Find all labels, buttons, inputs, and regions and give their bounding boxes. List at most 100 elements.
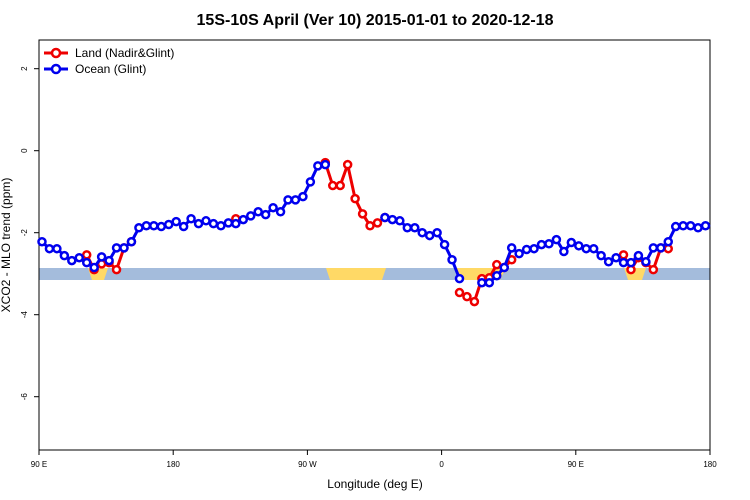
land-band	[326, 268, 386, 280]
data-point	[432, 227, 442, 238]
data-point	[149, 220, 159, 231]
data-point	[484, 277, 495, 288]
data-point	[52, 243, 62, 254]
data-point	[178, 221, 189, 232]
data-point	[350, 193, 360, 204]
data-point	[365, 220, 375, 231]
data-point	[439, 239, 450, 250]
y-axis-label: XCO2 - MLO trend (ppm)	[0, 178, 13, 313]
data-point	[685, 220, 696, 231]
data-point	[447, 255, 457, 265]
data-point	[469, 296, 480, 307]
data-point	[163, 219, 174, 230]
data-point	[417, 227, 427, 238]
data-point	[551, 234, 562, 245]
land-mask	[39, 268, 710, 280]
data-point	[320, 159, 331, 170]
data-point	[648, 243, 659, 253]
data-point	[574, 241, 584, 251]
data-point	[74, 252, 85, 263]
data-point	[327, 180, 338, 191]
data-point	[96, 252, 107, 262]
data-point	[596, 250, 606, 261]
data-point	[283, 195, 293, 205]
data-point	[506, 243, 517, 253]
data-point	[186, 214, 196, 224]
data-point	[656, 243, 666, 253]
data-point	[678, 220, 688, 231]
data-point	[342, 159, 353, 170]
x-tick-label: 180	[167, 460, 181, 469]
data-point	[44, 243, 55, 254]
data-point	[693, 223, 703, 233]
data-point	[81, 250, 92, 260]
data-point	[290, 195, 301, 205]
data-point	[81, 257, 92, 268]
data-point	[603, 257, 614, 267]
data-point	[477, 277, 487, 288]
data-point	[663, 236, 673, 247]
data-point	[193, 218, 204, 229]
data-point	[454, 273, 465, 284]
data-point	[171, 216, 181, 227]
plot-frame	[38, 39, 711, 451]
data-point	[424, 230, 435, 241]
data-point	[231, 218, 241, 229]
data-point	[588, 243, 599, 254]
data-point	[372, 218, 383, 228]
data-point	[648, 264, 659, 275]
data-point	[544, 239, 554, 249]
data-point	[238, 214, 249, 225]
data-point	[633, 250, 644, 261]
data-point	[208, 218, 219, 229]
data-point	[111, 243, 122, 253]
data-point	[245, 211, 256, 221]
data-point	[611, 252, 621, 263]
y-tick-label: 0	[20, 148, 29, 153]
data-point	[521, 244, 532, 255]
data-point	[380, 212, 390, 223]
data-point	[559, 246, 569, 257]
x-tick-label: 90 E	[568, 460, 584, 469]
data-point	[670, 221, 681, 232]
data-point	[298, 191, 308, 202]
data-point	[119, 243, 129, 253]
data-point	[141, 220, 152, 231]
data-point	[313, 161, 323, 171]
data-point	[581, 243, 591, 254]
data-point	[514, 248, 524, 259]
x-axis-label: Longitude (deg E)	[327, 477, 422, 491]
data-point	[104, 255, 114, 266]
series-line	[85, 159, 669, 304]
legend-marker	[50, 63, 62, 75]
data-point	[335, 180, 345, 191]
data-point	[492, 271, 502, 281]
data-point	[126, 236, 137, 247]
data-point	[402, 223, 413, 233]
data-point	[260, 209, 271, 220]
x-tick-label: 0	[439, 460, 444, 469]
data-point	[499, 262, 509, 273]
legend-marker	[50, 47, 62, 59]
data-point	[462, 291, 472, 302]
data-point	[395, 216, 405, 226]
x-tick-label: 90 W	[298, 460, 317, 469]
data-point	[410, 223, 420, 233]
y-tick-label: -6	[20, 393, 29, 401]
data-point	[700, 220, 711, 231]
data-point	[357, 209, 368, 219]
data-point	[89, 262, 99, 273]
data-point	[253, 207, 263, 217]
legend-label: Land (Nadir&Glint)	[75, 46, 174, 60]
y-tick-label: -4	[20, 311, 29, 319]
data-point	[275, 207, 286, 217]
data-point	[454, 287, 465, 298]
data-point	[641, 257, 651, 267]
x-tick-label: 180	[703, 460, 717, 469]
chart-title: 15S-10S April (Ver 10) 2015-01-01 to 202…	[197, 12, 554, 29]
y-tick-label: 2	[20, 66, 29, 71]
data-point	[268, 202, 278, 213]
data-point	[305, 177, 316, 187]
data-point	[37, 236, 47, 247]
